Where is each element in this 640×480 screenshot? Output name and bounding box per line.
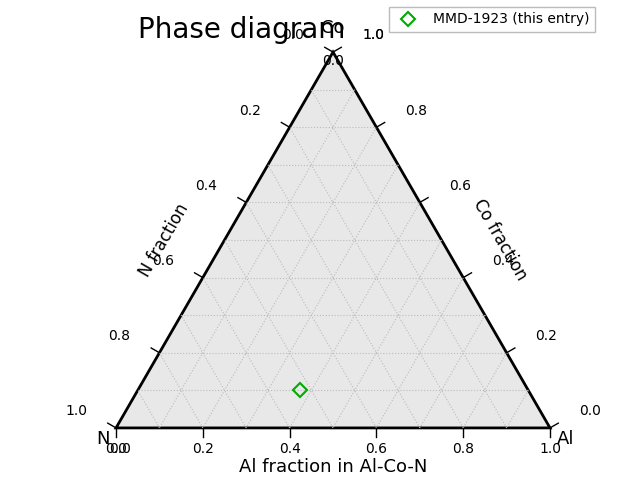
- Text: 1.0: 1.0: [65, 404, 87, 418]
- Text: Phase diagram: Phase diagram: [138, 16, 345, 44]
- Text: N fraction: N fraction: [136, 200, 192, 280]
- Polygon shape: [116, 52, 550, 428]
- Text: 0.0: 0.0: [109, 442, 131, 456]
- Text: Co: Co: [321, 19, 345, 37]
- Text: 0.4: 0.4: [492, 254, 514, 268]
- Text: 1.0: 1.0: [362, 28, 384, 42]
- Text: 0.2: 0.2: [192, 442, 214, 456]
- Text: 0.6: 0.6: [365, 442, 387, 456]
- Text: 0.8: 0.8: [109, 329, 131, 343]
- Text: Al fraction in Al-Co-N: Al fraction in Al-Co-N: [239, 457, 428, 476]
- Text: N: N: [96, 430, 109, 448]
- Text: 1.0: 1.0: [362, 28, 384, 42]
- Text: 0.0: 0.0: [282, 28, 304, 42]
- Text: 0.2: 0.2: [536, 329, 557, 343]
- Text: 1.0: 1.0: [539, 442, 561, 456]
- Text: 0.4: 0.4: [195, 179, 218, 192]
- Text: 0.0: 0.0: [105, 442, 127, 456]
- Text: 0.8: 0.8: [452, 442, 474, 456]
- Text: 0.0: 0.0: [322, 54, 344, 68]
- Text: 0.8: 0.8: [405, 104, 428, 118]
- Text: Co fraction: Co fraction: [470, 196, 531, 284]
- Text: 0.6: 0.6: [449, 179, 471, 192]
- Legend: MMD-1923 (this entry): MMD-1923 (this entry): [388, 7, 595, 32]
- Text: 0.0: 0.0: [579, 404, 601, 418]
- Text: Al: Al: [557, 430, 574, 448]
- Text: 0.6: 0.6: [152, 254, 174, 268]
- Text: 0.2: 0.2: [239, 104, 260, 118]
- Text: 0.4: 0.4: [278, 442, 301, 456]
